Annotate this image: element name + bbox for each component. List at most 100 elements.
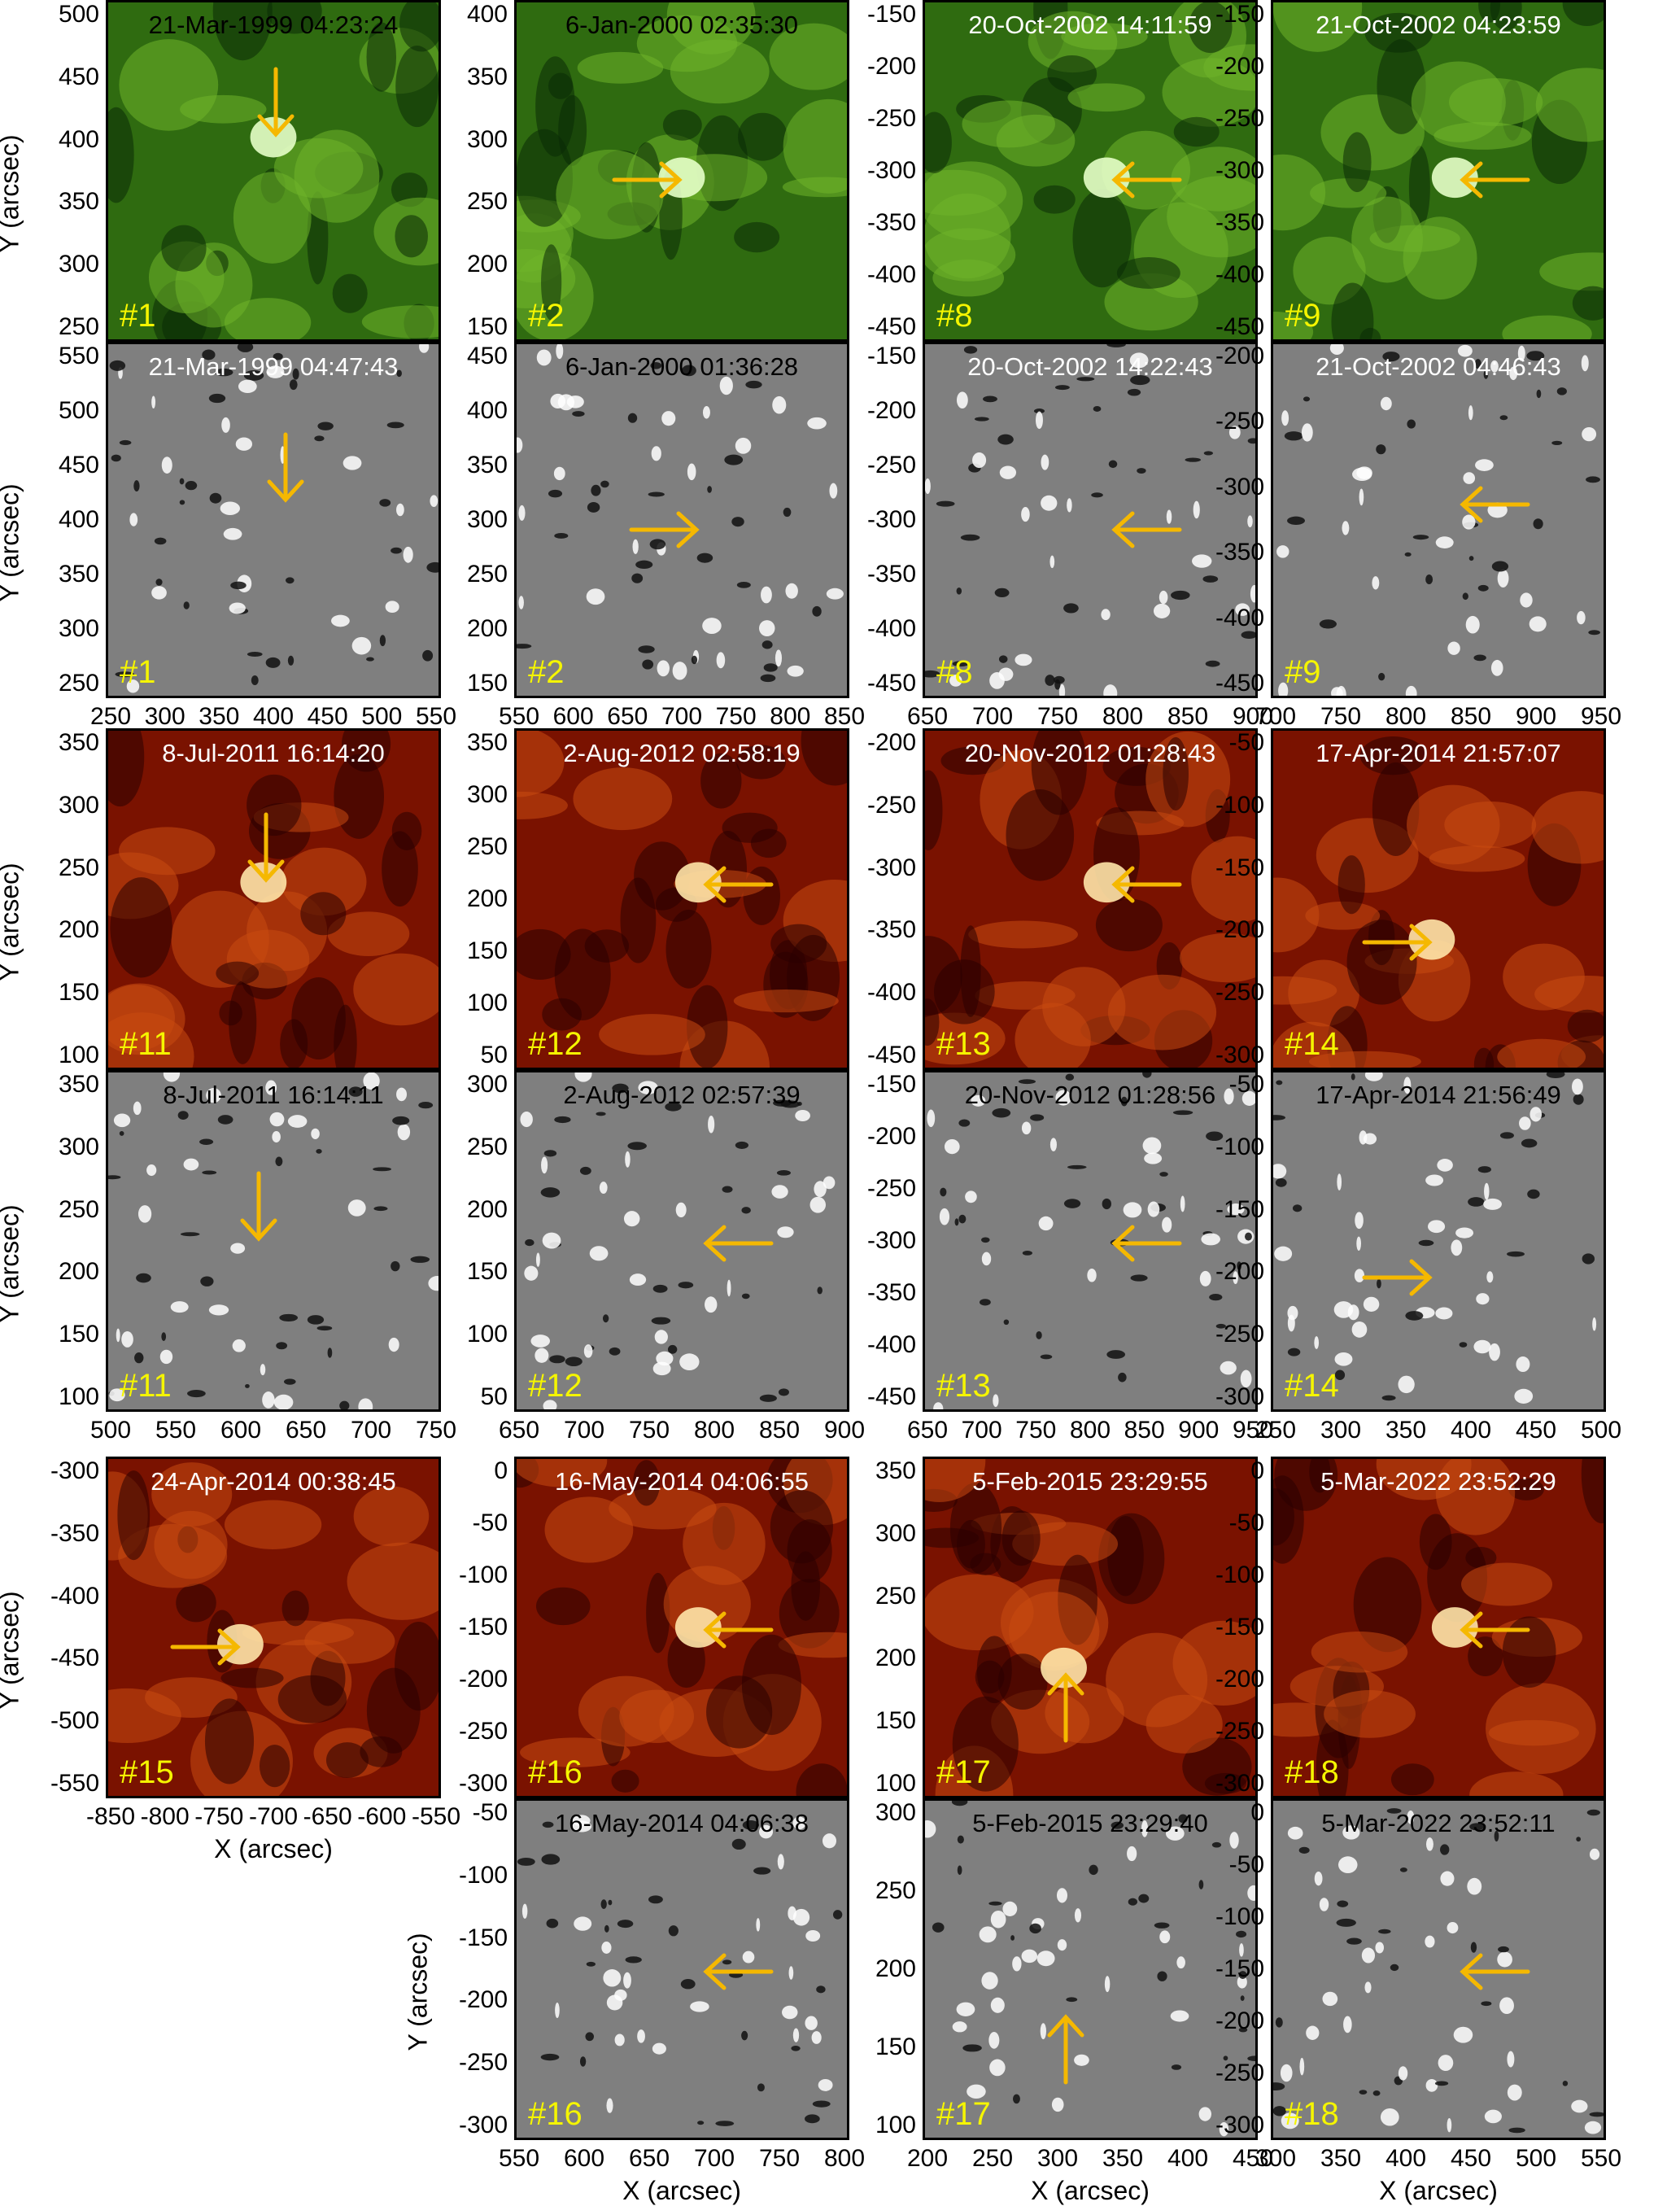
y-tick-label: -150 (1215, 1614, 1264, 1640)
y-tick-label: 250 (58, 313, 99, 340)
event-number: #8 (936, 654, 973, 690)
x-tick-label: 750 (1015, 1417, 1057, 1444)
y-tick-label: -150 (1215, 1, 1264, 28)
x-tick-label: 700 (563, 1417, 605, 1444)
y-tick-label: 350 (466, 729, 508, 756)
panel-aia-15: 24-Apr-2014 00:38:45 #15 (106, 1457, 441, 1798)
x-tick-label: 400 (1450, 1417, 1492, 1444)
panel-eit-8: 20-Oct-2002 14:11:59 #8 (923, 0, 1258, 342)
y-tick-label: -400 (866, 1331, 916, 1358)
y-tick-label: 150 (875, 2033, 916, 2060)
x-tick-label: 350 (199, 703, 240, 730)
panel-aia-12: 2-Aug-2012 02:58:19 #12 (514, 728, 849, 1070)
y-tick-label: 350 (58, 188, 99, 216)
orange-arrow-icon (1111, 511, 1182, 548)
y-tick-label: 150 (466, 670, 508, 697)
x-tick-label: 450 (1232, 2145, 1274, 2172)
event-number: #15 (120, 1754, 174, 1790)
y-tick-label: 450 (58, 63, 99, 90)
y-tick-label: 350 (58, 561, 99, 588)
x-tick-label: 800 (693, 1417, 735, 1444)
x-tick-label: 700 (350, 1417, 392, 1444)
y-tick-label: 400 (58, 506, 99, 533)
orange-arrow-icon (1047, 2014, 1084, 2085)
x-tick-label: 500 (1580, 1417, 1622, 1444)
y-tick-label: 200 (58, 1258, 99, 1286)
x-tick-label: 700 (693, 2145, 735, 2172)
solar-image (108, 731, 439, 1068)
y-tick-label: 550 (58, 343, 99, 369)
y-tick-label: -400 (866, 615, 916, 642)
x-tick-label: 500 (361, 703, 403, 730)
y-tick-label: -350 (50, 1519, 99, 1547)
panel-timestamp: 5-Mar-2022 23:52:11 (1321, 1809, 1556, 1837)
x-tick-label: 250 (971, 2145, 1014, 2172)
y-tick-label: 200 (466, 251, 508, 278)
y-tick-label: -250 (1215, 1321, 1264, 1348)
y-tick-label: 0 (1250, 1457, 1264, 1484)
x-tick-label: 700 (661, 703, 703, 730)
orange-arrow-icon (702, 1611, 774, 1649)
x-tick-label: 350 (1385, 1417, 1427, 1444)
x-tick-label: 900 (823, 1417, 866, 1444)
event-number: #16 (528, 1754, 583, 1790)
event-number: #14 (1285, 1026, 1339, 1062)
y-tick-label: -200 (866, 53, 916, 80)
y-tick-label: -150 (866, 1, 916, 28)
y-tick-label: -300 (1215, 2112, 1264, 2138)
x-tick-label: 900 (1232, 703, 1274, 730)
solar-image (517, 1801, 847, 2138)
y-tick-label: 250 (875, 1877, 916, 1904)
y-tick-label: -250 (1215, 979, 1264, 1007)
x-tick-label: -850 (85, 1803, 136, 1830)
y-tick-label: 300 (58, 1133, 99, 1160)
panel-timestamp: 8-Jul-2011 16:14:11 (163, 1081, 384, 1109)
solar-image (108, 1072, 439, 1409)
y-tick-label: 150 (58, 1321, 99, 1348)
x-tick-label: 400 (1167, 2145, 1209, 2172)
orange-arrow-icon (1047, 1672, 1084, 1743)
y-tick-label: 350 (58, 1071, 99, 1098)
y-tick-label: 250 (58, 670, 99, 697)
y-tick-label: -300 (866, 854, 916, 881)
y-tick-label: -300 (458, 1770, 508, 1797)
x-tick-label: 800 (1385, 703, 1427, 730)
y-tick-label: 200 (466, 615, 508, 642)
x-tick-label: 650 (285, 1417, 327, 1444)
y-tick-label: -250 (866, 452, 916, 478)
y-tick-label: -300 (866, 506, 916, 533)
y-tick-label: -400 (866, 979, 916, 1007)
panel-aia-13: 20-Nov-2012 01:28:43 #13 (923, 728, 1258, 1070)
orange-arrow-icon (1459, 1611, 1530, 1649)
y-tick-label: 400 (466, 397, 508, 424)
x-tick-label: 350 (1320, 2145, 1362, 2172)
y-tick-label: -150 (1215, 1195, 1264, 1223)
y-tick-label: -200 (1215, 2007, 1264, 2034)
event-number: #18 (1285, 2096, 1339, 2132)
y-tick-label: -50 (472, 1509, 508, 1536)
x-tick-label: 650 (498, 1417, 540, 1444)
y-tick-label: -50 (1228, 729, 1264, 756)
y-tick-label: -100 (1215, 791, 1264, 819)
y-tick-label: -100 (1215, 1903, 1264, 1930)
solar-image (925, 1459, 1255, 1796)
y-tick-label: -450 (866, 670, 916, 697)
orange-arrow-icon (170, 1628, 241, 1666)
orange-arrow-icon (629, 511, 700, 548)
y-tick-label: 300 (466, 1071, 508, 1098)
panel-timestamp: 21-Mar-1999 04:47:43 (148, 352, 399, 381)
y-tick-label: -350 (866, 916, 916, 944)
panel-hmi-14: 17-Apr-2014 21:56:49 #14 (1271, 1070, 1606, 1412)
panel-timestamp: 21-Oct-2002 04:23:59 (1316, 11, 1561, 39)
y-axis-title: Y (arcsec) (0, 863, 24, 981)
panel-aia-17: 5-Feb-2015 23:29:55 #17 (923, 1457, 1258, 1798)
solar-image (517, 2, 847, 339)
event-number: #1 (120, 298, 156, 334)
y-tick-label: -150 (458, 1614, 508, 1640)
x-tick-label: -750 (194, 1803, 244, 1830)
panel-timestamp: 21-Mar-1999 04:23:24 (148, 11, 399, 39)
y-tick-label: -150 (866, 343, 916, 369)
y-tick-label: 200 (58, 916, 99, 944)
solar-image (517, 1459, 847, 1796)
